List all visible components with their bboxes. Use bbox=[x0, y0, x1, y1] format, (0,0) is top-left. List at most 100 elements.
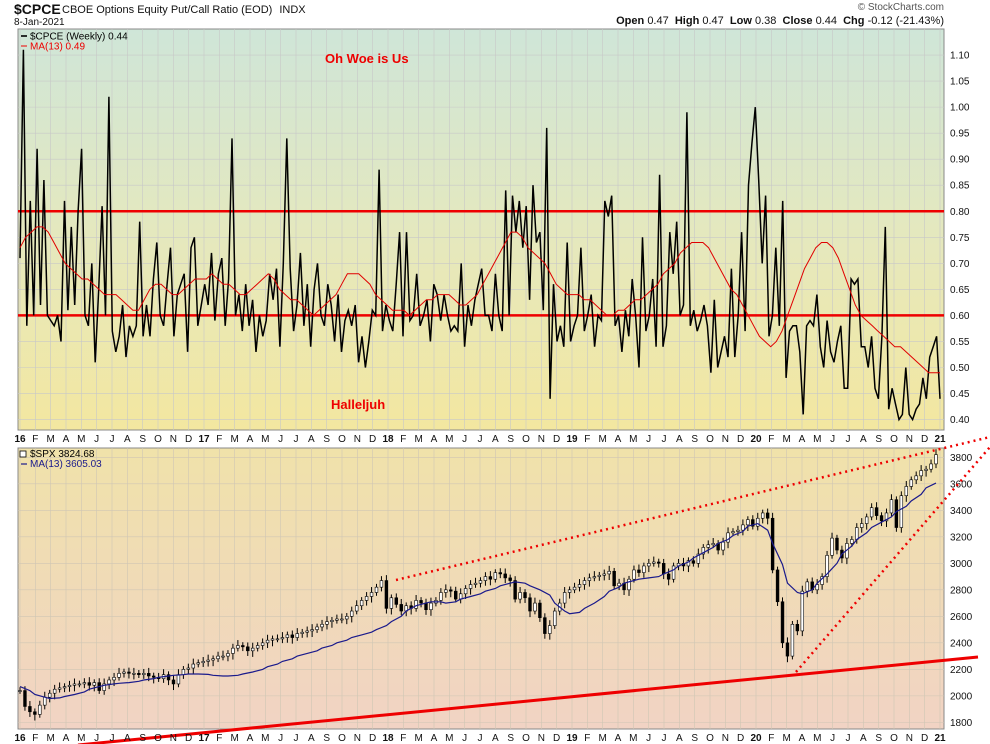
lower-plot-area bbox=[17, 447, 945, 730]
spx-bar-body bbox=[255, 645, 260, 649]
spx-bar-body bbox=[176, 674, 181, 685]
spx-bar-body bbox=[567, 589, 572, 593]
cpce-weekly-line bbox=[19, 49, 941, 422]
spx-bar-body bbox=[587, 577, 592, 581]
upper-x-tick-label: M bbox=[414, 434, 422, 445]
spx-bar-body bbox=[805, 581, 809, 592]
lower-y-tick-label: 3400 bbox=[950, 506, 973, 517]
upper-x-tick-label: 19 bbox=[566, 434, 578, 445]
upper-x-tick-label: A bbox=[860, 434, 867, 445]
spx-bar-body bbox=[142, 673, 146, 675]
upper-y-tick-label: 0.80 bbox=[950, 207, 970, 218]
spx-bar-body bbox=[632, 569, 636, 580]
lower-x-tick-label: O bbox=[154, 733, 162, 744]
upper-plot-area bbox=[17, 28, 945, 431]
spx-bar-body bbox=[191, 663, 195, 669]
spx-bar-body bbox=[701, 547, 705, 555]
spx-bar-body bbox=[107, 679, 111, 685]
spx-bar-body bbox=[909, 479, 913, 487]
spx-bar-body bbox=[899, 495, 904, 528]
lower-y-tick-label: 3600 bbox=[950, 479, 973, 490]
upper-x-tick-label: A bbox=[63, 434, 70, 445]
spx-bar-body bbox=[696, 553, 701, 564]
upper-y-tick-label: 1.00 bbox=[950, 103, 970, 114]
lower-x-tick-label: D bbox=[737, 733, 744, 744]
spx-bar-body bbox=[468, 584, 473, 589]
lower-x-tick-label: J bbox=[294, 733, 299, 744]
spx-bar-body bbox=[850, 539, 854, 544]
lower-y-tick-label: 3800 bbox=[950, 453, 973, 464]
spx-bar-body bbox=[280, 637, 285, 640]
spx-bar-body bbox=[429, 602, 433, 611]
upper-x-tick-label: S bbox=[507, 434, 514, 445]
lower-x-tick-label: 16 bbox=[14, 733, 26, 744]
spx-bar-body bbox=[652, 561, 656, 564]
spx-bar-body bbox=[384, 580, 389, 609]
spx-bar-body bbox=[77, 683, 82, 686]
spx-bar-body bbox=[117, 673, 121, 678]
spx-bar-body bbox=[364, 596, 369, 601]
lower-x-tick-label: A bbox=[676, 733, 683, 744]
spx-bar-body bbox=[181, 669, 186, 675]
lower-x-tick-label: A bbox=[308, 733, 315, 744]
upper-y-tick-label: 0.85 bbox=[950, 181, 970, 192]
lower-x-tick-label: 17 bbox=[198, 733, 210, 744]
upper-x-tick-label: O bbox=[154, 434, 162, 445]
lower-x-tick-label: A bbox=[615, 733, 622, 744]
spx-bar-body bbox=[399, 604, 403, 612]
spx-bar-body bbox=[290, 634, 295, 638]
low-label: Low bbox=[729, 15, 752, 27]
spx-bar-body bbox=[166, 674, 171, 681]
lower-y-tick-label: 2400 bbox=[950, 638, 973, 649]
lower-x-tick-label: O bbox=[706, 733, 714, 744]
upper-x-tick-label: M bbox=[261, 434, 269, 445]
upper-x-tick-label: N bbox=[906, 434, 913, 445]
lower-x-tick-label: M bbox=[46, 733, 54, 744]
upper-x-tick-label: F bbox=[584, 434, 590, 445]
spx-bar-body bbox=[315, 626, 319, 630]
spx-bar-body bbox=[572, 586, 577, 591]
lower-x-tick-label: M bbox=[77, 733, 85, 744]
spx-bar-body bbox=[642, 565, 646, 573]
spx-bar-body bbox=[761, 512, 765, 519]
lower-panel-spx: 1800 2000 2200 2400 2600 2800 3000 3200 3400 3600… bbox=[17, 435, 990, 744]
upper-x-tick-label: N bbox=[170, 434, 177, 445]
spx-bar-body bbox=[934, 454, 938, 465]
upper-x-tick-label: O bbox=[890, 434, 898, 445]
spx-bar-body bbox=[914, 475, 918, 481]
lower-x-tick-label: A bbox=[799, 733, 806, 744]
lower-x-tick-label: O bbox=[890, 733, 898, 744]
lower-x-tick-label: F bbox=[584, 733, 590, 744]
lower-x-tick-label: M bbox=[629, 733, 637, 744]
lower-x-tick-label: D bbox=[185, 733, 192, 744]
spx-bar-body bbox=[171, 679, 176, 685]
spx-bar-body bbox=[691, 560, 696, 564]
spx-bar-body bbox=[756, 517, 760, 527]
upper-y-tick-label: 1.10 bbox=[950, 51, 970, 62]
spx-bar-body bbox=[463, 588, 468, 595]
upper-x-tick-label: M bbox=[813, 434, 821, 445]
lower-x-tick-label: F bbox=[216, 733, 222, 744]
legend-swatch-spx bbox=[19, 450, 27, 458]
spx-bar-body bbox=[795, 623, 800, 632]
spx-bar-body bbox=[211, 658, 215, 661]
upper-y-tick-label: 0.40 bbox=[950, 415, 970, 426]
lower-y-tick-label: 2200 bbox=[950, 665, 973, 676]
spx-bar-body bbox=[473, 582, 478, 585]
upper-x-tick-label: J bbox=[294, 434, 299, 445]
spx-bar-body bbox=[345, 616, 349, 620]
lower-x-tick-label: N bbox=[722, 733, 729, 744]
lower-x-tick-label: S bbox=[875, 733, 882, 744]
spx-bar-body bbox=[830, 537, 834, 556]
spx-bar-body bbox=[736, 529, 740, 532]
spx-bar-body bbox=[82, 682, 87, 685]
spx-bar-body bbox=[741, 524, 745, 531]
lower-x-tick-label: 21 bbox=[934, 733, 946, 744]
lower-x-tick-label: M bbox=[598, 733, 606, 744]
spx-bar-body bbox=[18, 690, 22, 692]
spx-bar-body bbox=[196, 662, 200, 665]
spx-bar-body bbox=[38, 704, 42, 715]
chg-label: Chg bbox=[843, 15, 865, 27]
spx-bar-body bbox=[48, 692, 52, 698]
